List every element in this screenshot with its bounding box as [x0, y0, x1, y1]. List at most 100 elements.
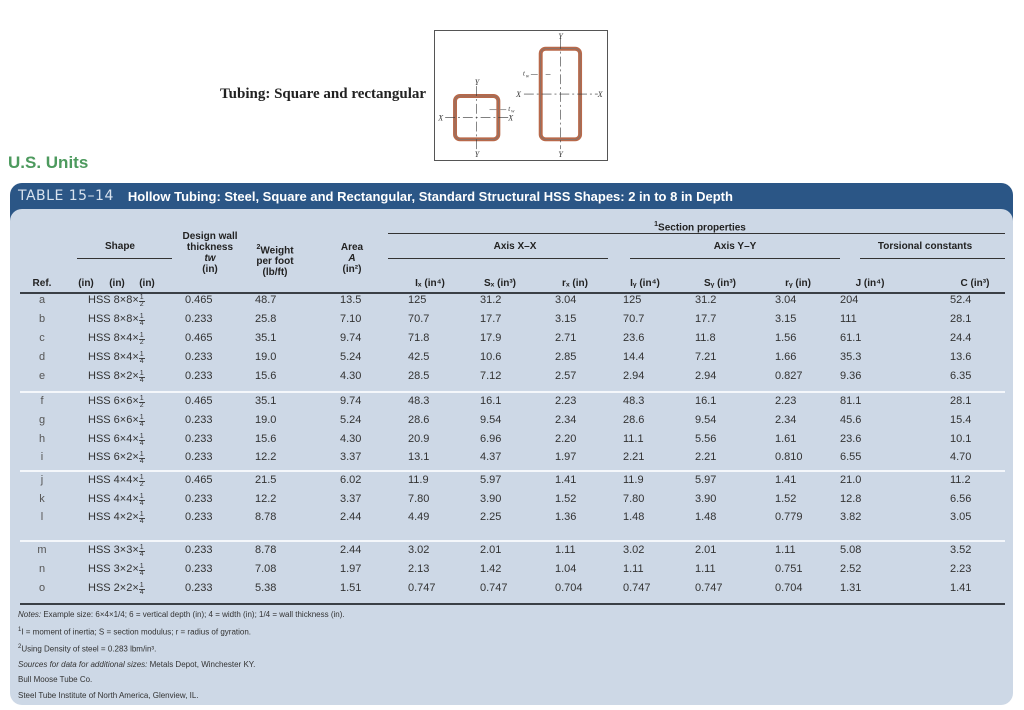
- weight-cell: 19.0: [255, 351, 277, 363]
- shape-wall-unit: (in): [139, 278, 155, 289]
- sx-cell: 17.9: [480, 332, 502, 344]
- tw-cell: 0.233: [185, 493, 213, 505]
- area-cell: 5.24: [340, 414, 362, 426]
- weight-cell: 8.78: [255, 544, 277, 556]
- section-properties-header: 1Section properties: [570, 219, 830, 233]
- fraction-denominator: 2: [139, 301, 144, 308]
- tw-cell: 0.465: [185, 395, 213, 407]
- design-wall-line1: Design wall: [182, 231, 238, 242]
- note-example: Notes: Example size: 6×4×1/4; 6 = vertic…: [18, 607, 345, 623]
- tw-cell: 0.233: [185, 451, 213, 463]
- fraction-denominator: 4: [139, 458, 144, 465]
- sy-cell: 9.54: [695, 414, 717, 426]
- j-cell: 81.1: [840, 395, 862, 407]
- ref-cell: g: [38, 414, 46, 426]
- header-bottom-rule: [20, 292, 1005, 294]
- ix-cell: 2.13: [408, 563, 430, 575]
- c-cell: 28.1: [950, 313, 972, 325]
- weight-line2: per foot: [256, 256, 294, 268]
- sx-cell: 6.96: [480, 433, 502, 445]
- axis-yy-header: Axis Y–Y: [713, 241, 757, 252]
- torsional-header: Torsional constants: [877, 241, 973, 252]
- ry-cell: 0.779: [775, 511, 803, 523]
- c-header: C (in³): [960, 278, 990, 289]
- sy-cell: 16.1: [695, 395, 717, 407]
- fraction-numerator: 1: [138, 511, 145, 519]
- sx-cell: 0.747: [480, 582, 508, 594]
- sy-cell: 31.2: [695, 294, 717, 306]
- c-cell: 24.4: [950, 332, 972, 344]
- fraction-numerator: 1: [138, 582, 145, 590]
- sx-cell: 17.7: [480, 313, 502, 325]
- fraction-denominator: 4: [139, 358, 144, 365]
- ref-cell: n: [38, 563, 46, 575]
- area-cell: 3.37: [340, 451, 362, 463]
- fraction-denominator: 4: [139, 440, 144, 447]
- sx-cell: 16.1: [480, 395, 502, 407]
- area-cell: 3.37: [340, 493, 362, 505]
- table-bottom-rule: [20, 603, 1005, 605]
- weight-cell: 8.78: [255, 511, 277, 523]
- footnote-2-sup: 2: [18, 643, 22, 650]
- sx-cell: 1.42: [480, 563, 502, 575]
- iy-cell: 14.4: [623, 351, 645, 363]
- tw-cell: 0.233: [185, 582, 213, 594]
- ix-cell: 11.9: [408, 474, 429, 486]
- note-source-3: Steel Tube Institute of North America, G…: [18, 690, 199, 700]
- fraction-denominator: 2: [139, 339, 144, 346]
- fraction-numerator: 1: [138, 451, 145, 459]
- iy-cell: 1.11: [623, 563, 644, 575]
- shape-rule: [77, 258, 172, 259]
- j-cell: 3.82: [840, 511, 862, 523]
- fraction-denominator: 2: [139, 402, 144, 409]
- footnote-2-marker: 2: [256, 244, 261, 251]
- c-cell: 6.56: [950, 493, 972, 505]
- table-title-bar-bottom: [10, 209, 1013, 223]
- iy-cell: 2.94: [623, 370, 645, 382]
- design-wall-symbol: tw: [204, 253, 216, 264]
- fraction-numerator: 1: [138, 474, 145, 482]
- c-cell: 4.70: [950, 451, 972, 463]
- sy-cell: 2.21: [695, 451, 717, 463]
- svg-text:w: w: [511, 110, 515, 115]
- svg-text:X: X: [437, 114, 444, 123]
- area-cell: 13.5: [340, 294, 362, 306]
- sx-cell: 3.90: [480, 493, 502, 505]
- sy-cell: 0.747: [695, 582, 723, 594]
- fraction-denominator: 4: [139, 589, 144, 596]
- fraction-denominator: 4: [139, 377, 144, 384]
- ix-cell: 70.7: [408, 313, 430, 325]
- weight-cell: 19.0: [255, 414, 277, 426]
- shape-designation: HSS 6×6×: [88, 414, 139, 426]
- rx-cell: 1.97: [555, 451, 577, 463]
- shape-cell: HSS 6×4× 1 4: [88, 433, 145, 447]
- weight-cell: 21.5: [255, 474, 277, 486]
- j-cell: 23.6: [840, 433, 862, 445]
- tubing-cross-section-diagram: Y Y X X t w Y Y X X t w: [434, 30, 608, 161]
- iy-cell: 28.6: [623, 414, 645, 426]
- shape-cell: HSS 6×6× 1 4: [88, 414, 145, 428]
- ry-cell: 2.23: [775, 395, 797, 407]
- c-cell: 3.05: [950, 511, 972, 523]
- iy-cell: 0.747: [623, 582, 651, 594]
- shape-cell: HSS 3×3× 1 4: [88, 544, 145, 558]
- shape-designation: HSS 4×4×: [88, 474, 139, 486]
- c-cell: 3.52: [950, 544, 972, 556]
- ry-cell: 2.34: [775, 414, 797, 426]
- svg-text:X: X: [515, 90, 522, 99]
- c-cell: 1.41: [950, 582, 972, 594]
- sy-cell: 1.11: [695, 563, 716, 575]
- weight-cell: 12.2: [255, 451, 277, 463]
- tw-cell: 0.233: [185, 370, 213, 382]
- c-cell: 11.2: [950, 474, 971, 486]
- section-properties-rule: [388, 233, 1005, 234]
- weight-cell: 15.6: [255, 370, 277, 382]
- shape-cell: HSS 8×4× 1 4: [88, 351, 145, 365]
- j-cell: 111: [840, 313, 857, 325]
- ref-cell: a: [38, 294, 46, 306]
- ix-cell: 71.8: [408, 332, 430, 344]
- j-cell: 21.0: [840, 474, 862, 486]
